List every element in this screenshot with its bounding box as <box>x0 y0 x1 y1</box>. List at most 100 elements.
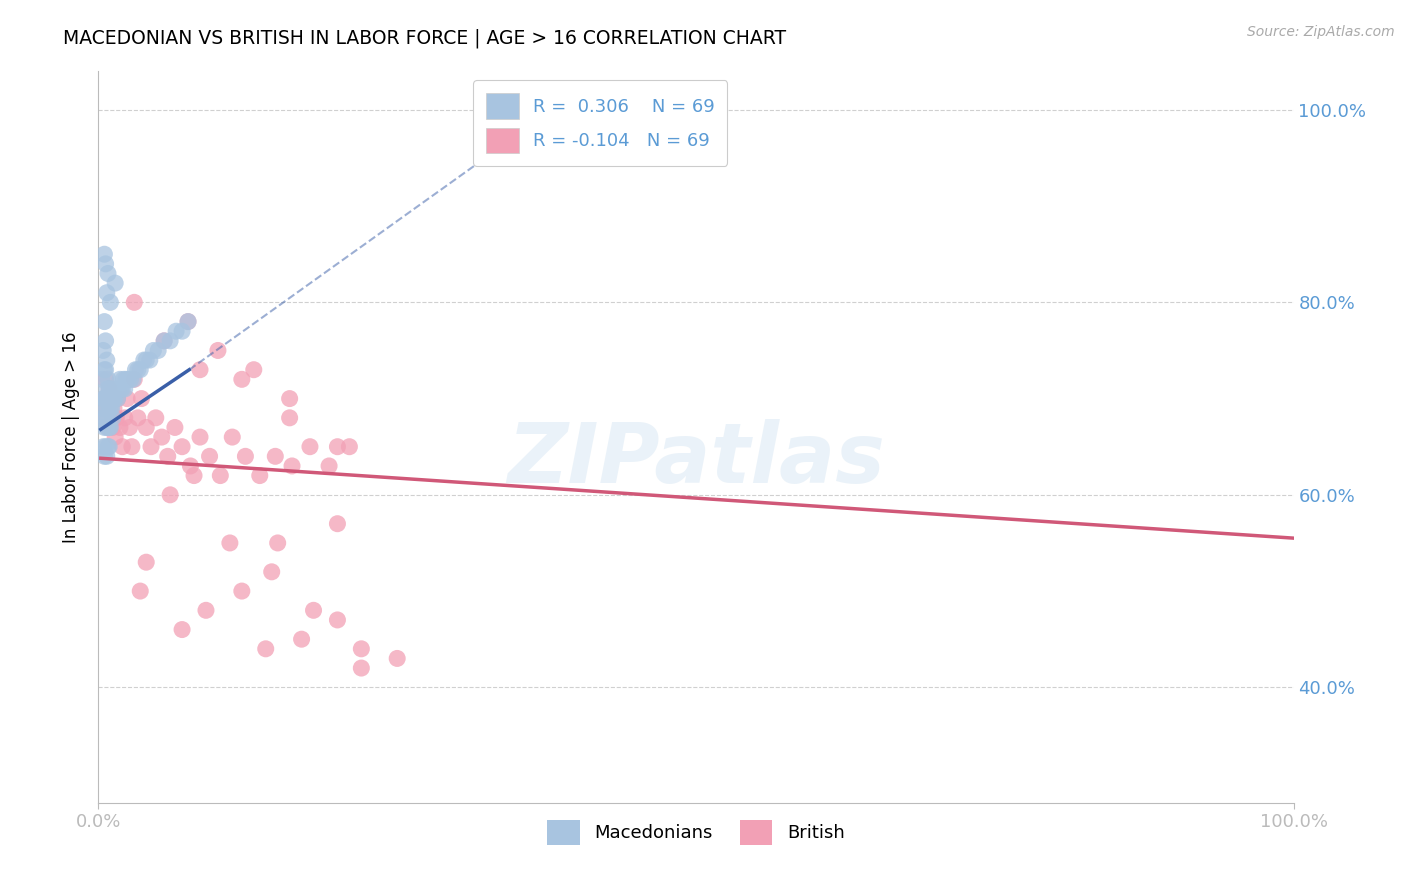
Point <box>98 382 121 396</box>
Point <box>198 450 221 464</box>
Point <box>163 420 186 434</box>
Point <box>172 440 194 454</box>
Point <box>350 641 373 656</box>
Point <box>97 420 120 434</box>
Point <box>318 458 340 473</box>
Point <box>291 632 314 647</box>
Point <box>231 372 253 386</box>
Point <box>100 382 122 396</box>
Point <box>96 285 118 300</box>
Point <box>326 613 349 627</box>
Point <box>183 468 205 483</box>
Point <box>96 450 118 464</box>
Point <box>94 440 117 454</box>
Point <box>96 420 118 434</box>
Point <box>281 458 304 473</box>
Point <box>243 362 266 376</box>
Point <box>153 334 176 348</box>
Text: ZIPatlas: ZIPatlas <box>508 418 884 500</box>
Point <box>148 343 170 358</box>
Point <box>326 440 349 454</box>
Point <box>118 420 141 434</box>
Point <box>135 420 157 434</box>
Point <box>111 440 134 454</box>
Point <box>101 420 124 434</box>
Point <box>93 450 115 464</box>
Point <box>172 324 194 338</box>
Point <box>165 324 187 338</box>
Point <box>129 584 152 599</box>
Point <box>94 334 117 348</box>
Point <box>209 468 232 483</box>
Point <box>188 430 211 444</box>
Point <box>177 315 200 329</box>
Point <box>111 382 134 396</box>
Point <box>231 584 253 599</box>
Point <box>172 623 194 637</box>
Point <box>385 651 409 665</box>
Point <box>131 392 153 406</box>
Point <box>177 315 200 329</box>
Point <box>98 420 121 434</box>
Point <box>145 410 167 425</box>
Point <box>104 276 127 290</box>
Point <box>235 450 257 464</box>
Point <box>98 440 121 454</box>
Point <box>254 641 277 656</box>
Point <box>93 392 115 406</box>
Point <box>107 392 129 406</box>
Point <box>98 420 122 434</box>
Point <box>139 353 162 368</box>
Point <box>115 372 138 386</box>
Point <box>101 392 124 406</box>
Point <box>264 450 287 464</box>
Point <box>115 392 138 406</box>
Text: Source: ZipAtlas.com: Source: ZipAtlas.com <box>1247 25 1395 39</box>
Point <box>107 392 129 406</box>
Point <box>132 353 155 368</box>
Point <box>104 392 127 406</box>
Y-axis label: In Labor Force | Age > 16: In Labor Force | Age > 16 <box>62 331 80 543</box>
Point <box>94 257 117 271</box>
Point <box>124 362 146 376</box>
Point <box>159 334 181 348</box>
Point <box>91 343 114 358</box>
Point <box>97 267 120 281</box>
Point <box>108 372 131 386</box>
Point <box>112 372 135 386</box>
Point <box>129 362 152 376</box>
Point <box>150 430 173 444</box>
Point <box>91 392 114 406</box>
Point <box>117 372 139 386</box>
Point <box>100 401 122 416</box>
Point <box>350 661 373 675</box>
Point <box>94 392 117 406</box>
Point <box>127 410 149 425</box>
Point <box>98 401 122 416</box>
Point <box>120 372 142 386</box>
Point <box>156 450 179 464</box>
Point <box>107 382 129 396</box>
Point <box>127 362 149 376</box>
Point <box>96 401 118 416</box>
Point <box>96 382 118 396</box>
Point <box>98 382 121 396</box>
Point <box>298 440 321 454</box>
Point <box>188 362 211 376</box>
Point <box>94 372 117 386</box>
Point <box>91 410 114 425</box>
Point <box>100 392 122 406</box>
Point <box>91 440 114 454</box>
Point <box>124 295 146 310</box>
Point <box>91 372 114 386</box>
Point <box>326 516 349 531</box>
Point <box>97 410 120 425</box>
Point <box>93 247 115 261</box>
Point <box>135 555 157 569</box>
Point <box>207 343 229 358</box>
Point <box>278 392 301 406</box>
Point <box>122 372 145 386</box>
Point <box>278 410 301 425</box>
Point <box>101 410 124 425</box>
Point <box>91 401 114 416</box>
